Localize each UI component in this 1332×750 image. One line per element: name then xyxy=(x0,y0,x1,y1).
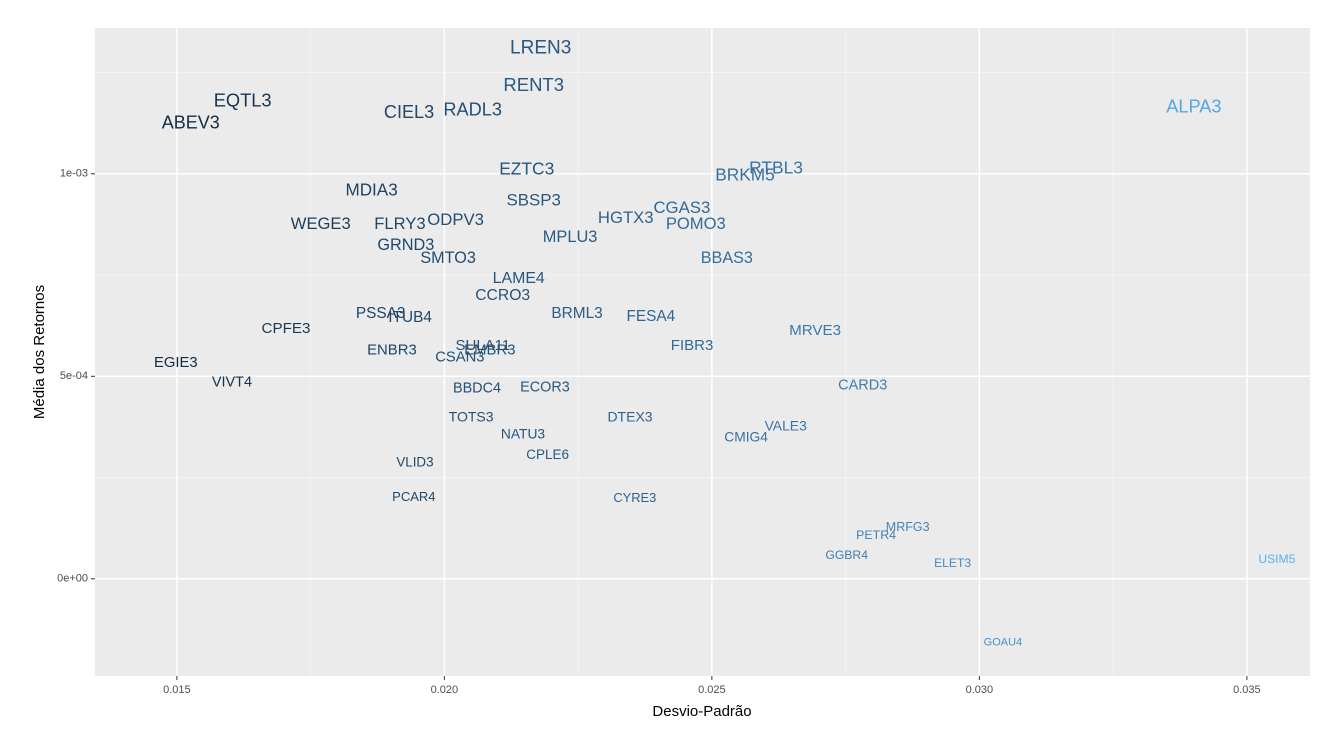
point-label: CARD3 xyxy=(838,377,887,393)
point-label: BBAS3 xyxy=(701,249,753,267)
point-label: FLRY3 xyxy=(374,214,425,233)
point-label: ABEV3 xyxy=(162,113,220,133)
point-label: HGTX3 xyxy=(598,208,654,227)
point-label: LAME4 xyxy=(493,270,545,287)
point-label: ALPA3 xyxy=(1166,97,1221,117)
y-tick-label: 1e-03 xyxy=(60,168,88,180)
point-label: VALE3 xyxy=(765,418,807,434)
point-label: FESA4 xyxy=(626,308,675,325)
point-label: PCAR4 xyxy=(392,489,435,504)
y-tick-label: 5e-04 xyxy=(60,370,88,382)
point-label: PSSA3 xyxy=(356,305,406,322)
point-label: CPLE6 xyxy=(526,447,569,462)
point-label: MPLU3 xyxy=(543,228,598,246)
y-tick-label: 0e+00 xyxy=(57,573,88,585)
point-label: CSAN3 xyxy=(435,350,484,366)
point-label: ENBR3 xyxy=(367,343,417,359)
point-label: SBSP3 xyxy=(506,190,560,209)
point-label: EZTC3 xyxy=(499,158,554,178)
plot-panel xyxy=(95,28,1310,676)
point-label: GGBR4 xyxy=(825,548,868,562)
y-axis-title: Média dos Retornos xyxy=(31,285,48,419)
x-tick-label: 0.035 xyxy=(1233,684,1261,696)
point-label: MDIA3 xyxy=(345,180,397,199)
point-label: BBDC4 xyxy=(453,381,501,397)
point-label: CPFE3 xyxy=(262,320,311,337)
point-label: DTEX3 xyxy=(607,408,652,424)
point-label: BRKM5 xyxy=(715,164,775,184)
point-label: EGIE3 xyxy=(154,355,198,371)
point-label: NATU3 xyxy=(501,426,546,441)
point-label: GOAU4 xyxy=(984,637,1023,649)
x-tick-label: 0.030 xyxy=(966,684,994,696)
point-label: GRND3 xyxy=(377,236,434,254)
point-label: MRVE3 xyxy=(789,322,841,339)
point-label: POMO3 xyxy=(666,214,726,233)
x-tick-label: 0.020 xyxy=(431,684,459,696)
point-label: BRML3 xyxy=(551,305,602,322)
point-label: TOTS3 xyxy=(449,408,494,424)
point-label: SMTO3 xyxy=(420,249,475,267)
point-label: ODPV3 xyxy=(427,210,484,229)
point-label: ECOR3 xyxy=(520,379,570,395)
point-label: MRFG3 xyxy=(886,520,930,534)
point-label: WEGE3 xyxy=(291,214,351,233)
x-axis-title: Desvio-Padrão xyxy=(652,703,751,720)
point-label: EMBR3 xyxy=(464,343,515,359)
point-label: CMIG4 xyxy=(724,430,768,445)
point-label: RTBL3 xyxy=(749,158,803,178)
point-label: RADL3 xyxy=(443,99,502,119)
point-label: USIM5 xyxy=(1258,552,1295,566)
point-label: VLID3 xyxy=(396,455,433,470)
point-label: SULA11 xyxy=(455,337,510,354)
point-label: CYRE3 xyxy=(613,490,656,505)
point-label: PETR4 xyxy=(856,528,896,542)
point-label: CGAS3 xyxy=(653,198,710,217)
point-label: FIBR3 xyxy=(671,337,714,354)
point-label: CIEL3 xyxy=(384,102,434,122)
point-label: CCRO3 xyxy=(475,287,530,304)
point-label: LREN3 xyxy=(510,37,571,58)
point-label: ITUB4 xyxy=(388,309,432,326)
point-label: RENT3 xyxy=(503,74,564,95)
point-label: EQTL3 xyxy=(214,90,272,111)
point-label: VIVT4 xyxy=(212,375,252,391)
point-label: ELET3 xyxy=(934,556,971,570)
x-tick-label: 0.015 xyxy=(163,684,191,696)
x-tick-label: 0.025 xyxy=(698,684,726,696)
